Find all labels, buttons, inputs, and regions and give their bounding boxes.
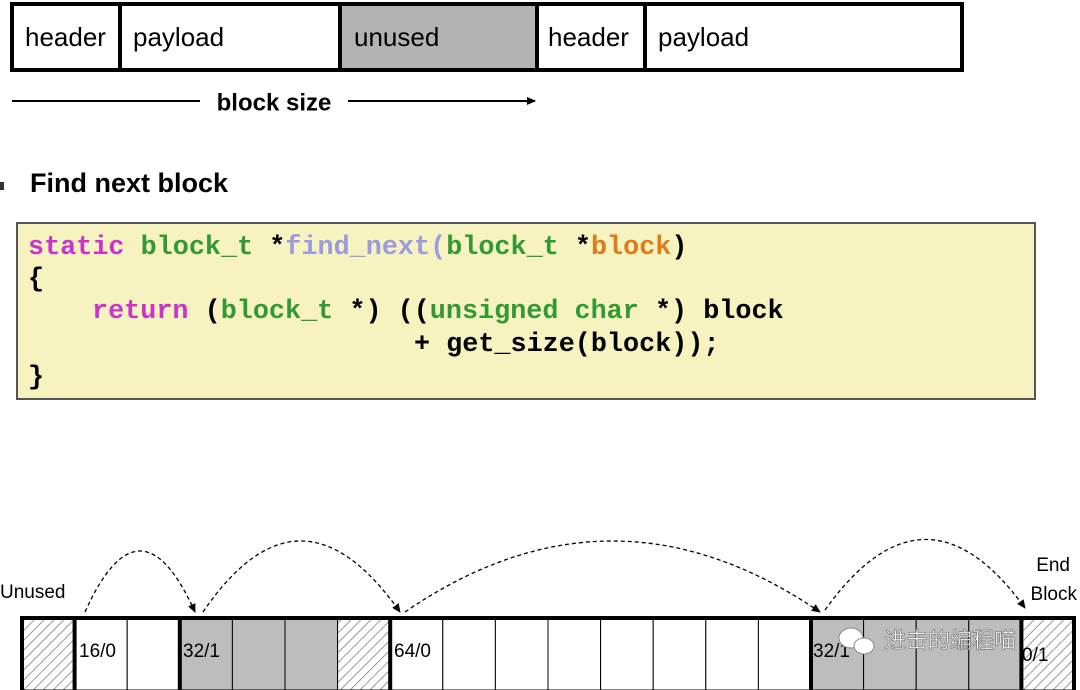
next-arrow [824, 538, 1026, 611]
heap-cell [74, 617, 128, 690]
cell-label: unused [354, 22, 439, 52]
unused-label: Unused [0, 582, 66, 603]
next-arrows [84, 538, 1026, 613]
code-token: block_t [446, 233, 559, 263]
code-token: static [28, 233, 125, 263]
block-label: 64/0 [394, 641, 431, 662]
heap-cell [968, 617, 1022, 690]
code-token: *) block [654, 297, 784, 327]
heap-cell [600, 617, 654, 690]
code-line: { [28, 264, 44, 296]
wm-icon [853, 637, 875, 655]
cell-label: payload [133, 22, 224, 52]
section-title: Find next block [30, 168, 229, 198]
block-label: 0/1 [1022, 645, 1048, 666]
block-format: header payload unused header payload blo… [10, 2, 964, 116]
code-token: ) [671, 233, 688, 263]
next-arrow [202, 540, 401, 613]
block-outline [10, 2, 964, 72]
size-label: block size [217, 89, 332, 116]
code-token: block_t [220, 297, 334, 327]
heap-cell [705, 617, 759, 690]
code-token: block [590, 233, 672, 263]
code-line: } [28, 362, 44, 394]
next-arrow [84, 550, 196, 613]
heap-outline [20, 616, 1076, 690]
heap-cell [494, 617, 549, 690]
heap-cell [547, 617, 602, 690]
code-token: ( [430, 233, 447, 263]
code-line: static block_t *find_next(block_t *block… [28, 232, 687, 264]
code-line: return (block_t *) ((unsigned char *) bl… [28, 296, 784, 328]
block-label: 16/0 [79, 641, 116, 662]
heap-cell [284, 617, 339, 690]
watermark-text: 进击的编程喵 [884, 628, 1016, 653]
code-box: static block_t *find_next(block_t *block… [16, 222, 1036, 400]
heap-cell [442, 617, 496, 690]
heap [20, 616, 1076, 690]
block-label: 32/1 [183, 641, 220, 662]
code-token: } [28, 363, 45, 393]
code-token: * [574, 233, 591, 263]
end-label: End [1036, 555, 1070, 576]
heap-cell [179, 617, 233, 690]
heap-cell [231, 617, 286, 690]
code-token: + get_size(block)); [414, 330, 720, 360]
code-token: find_next [285, 233, 431, 263]
bullet [0, 182, 4, 190]
code-token: * [269, 233, 286, 263]
code-token: unsigned char [429, 297, 639, 327]
code-line: + get_size(block)); [28, 329, 720, 361]
code-token: return [92, 297, 189, 327]
heap-cell [126, 617, 181, 690]
code-token: *) [349, 297, 382, 327]
heap-cell [652, 617, 707, 690]
code-token: block_t [140, 233, 254, 263]
unused-fill [340, 4, 537, 70]
cell-label: header [548, 22, 629, 52]
code-token: ( [204, 297, 221, 327]
next-arrow [404, 540, 821, 613]
code-token: (( [397, 297, 430, 327]
heap-cell [757, 617, 812, 690]
block-label: 32/1 [813, 641, 850, 662]
heap-cell [337, 617, 391, 690]
cell-label: header [25, 22, 106, 52]
heap-cell [915, 617, 970, 690]
code-token: { [28, 265, 45, 295]
heap-cell [21, 617, 76, 690]
end-label: Block [1031, 584, 1078, 605]
cell-label: payload [658, 22, 749, 52]
watermark: 进击的编程喵 [838, 627, 1016, 655]
